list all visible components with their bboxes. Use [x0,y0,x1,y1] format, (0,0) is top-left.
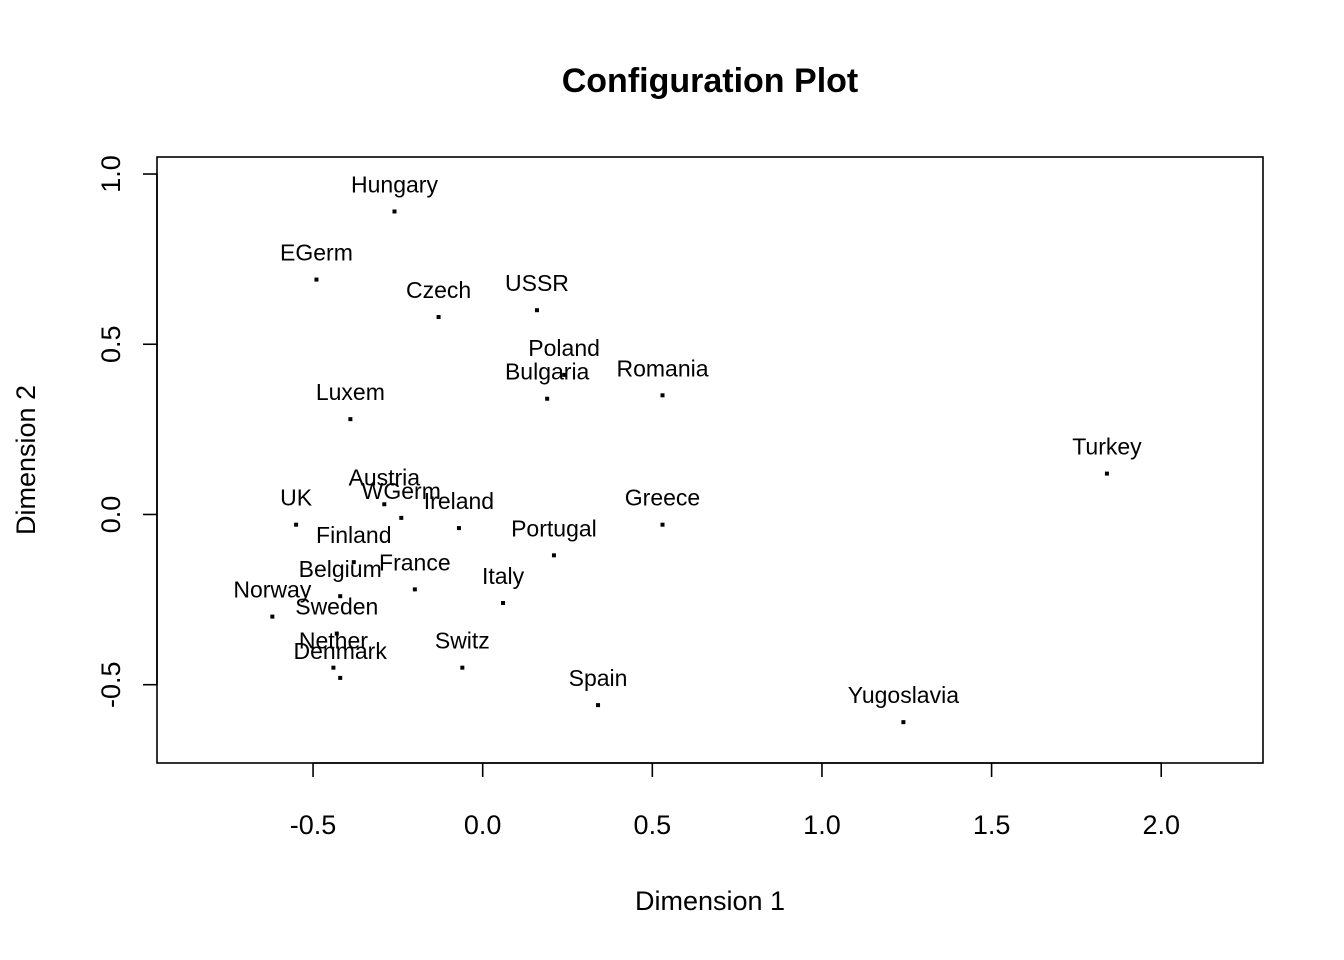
x-tick-label: 1.0 [803,810,841,840]
data-point-label: Spain [569,665,628,691]
data-point [545,396,550,401]
y-axis-label: Dimension 2 [11,385,41,535]
data-point-label: UK [280,485,313,511]
data-point-label: France [379,549,451,575]
data-point [534,308,539,313]
x-tick-label: -0.5 [290,810,337,840]
data-point-label: Hungary [351,171,438,197]
data-point-label: Denmark [294,638,388,664]
data-point-label: Portugal [511,515,597,541]
data-point [436,315,441,320]
x-tick-label: 2.0 [1142,810,1180,840]
x-tick-label: 0.0 [464,810,502,840]
y-tick-label: 1.0 [96,155,126,193]
data-point [456,526,461,531]
data-point [551,553,556,558]
data-point [399,515,404,520]
data-point-label: USSR [505,270,569,296]
data-point [382,502,387,507]
data-point [334,631,339,636]
data-point-label: Poland [528,335,600,361]
data-point-label: Romania [616,355,708,381]
chart-title: Configuration Plot [562,62,859,100]
data-point [392,209,397,214]
data-point-label: Luxem [316,379,385,405]
y-tick-label: 0.0 [96,496,126,534]
data-point [348,417,353,422]
data-point [338,594,343,599]
data-point-label: EGerm [280,240,353,266]
data-point-label: Belgium [299,556,382,582]
data-point-label: Czech [406,277,471,303]
y-tick-label: -0.5 [96,661,126,708]
data-point [331,665,336,670]
data-point-label: Bulgaria [505,359,590,385]
x-axis-label: Dimension 1 [635,886,785,916]
y-tick-label: 0.5 [96,325,126,363]
data-point-label: Turkey [1072,434,1142,460]
data-point [501,600,506,605]
data-point [562,372,567,377]
data-point [270,614,275,619]
data-point [314,277,319,282]
x-tick-label: 1.5 [973,810,1011,840]
data-point-label: Yugoslavia [848,682,959,708]
data-point-label: WGerm [362,478,441,504]
data-point [901,720,906,725]
data-point [460,665,465,670]
data-point [412,587,417,592]
data-point [351,560,356,565]
data-point-label: Sweden [295,594,378,620]
data-point [660,522,665,527]
data-point-label: Finland [316,522,391,548]
data-point-label: Greece [625,485,700,511]
data-point [294,522,299,527]
data-point-label: Norway [233,577,311,603]
data-point-label: Austria [349,464,421,490]
data-point-label: Italy [482,563,525,589]
x-tick-label: 0.5 [634,810,672,840]
data-point [1104,471,1109,476]
data-point [660,393,665,398]
data-point-label: Nether [299,628,368,654]
data-point-label: Switz [435,628,490,654]
data-point [338,675,343,680]
y-axis: -0.5 0.0 0.5 1.0 [96,155,158,708]
x-axis: -0.5 0.0 0.5 1.0 1.5 2.0 [290,762,1180,840]
data-point-label: Ireland [424,488,494,514]
data-point [596,703,601,708]
